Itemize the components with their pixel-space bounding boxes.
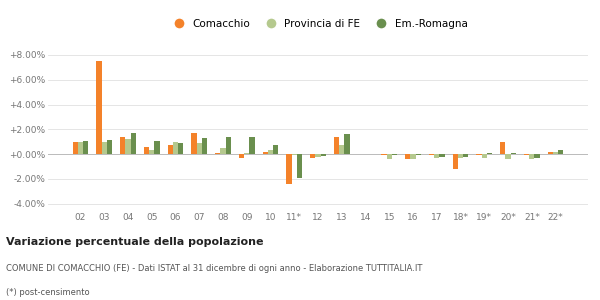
Bar bbox=[482, 154, 487, 158]
Bar bbox=[410, 154, 416, 159]
Bar bbox=[548, 152, 553, 154]
Bar bbox=[339, 146, 344, 154]
Bar bbox=[244, 153, 250, 154]
Bar bbox=[125, 139, 131, 154]
Bar bbox=[500, 142, 505, 154]
Bar bbox=[297, 154, 302, 178]
Bar bbox=[97, 61, 101, 154]
Text: (*) post-censimento: (*) post-censimento bbox=[6, 288, 89, 297]
Bar bbox=[316, 154, 320, 157]
Bar bbox=[197, 143, 202, 154]
Bar bbox=[453, 154, 458, 169]
Bar bbox=[120, 137, 125, 154]
Bar bbox=[429, 154, 434, 155]
Bar bbox=[191, 133, 197, 154]
Bar bbox=[511, 153, 516, 154]
Bar bbox=[101, 142, 107, 154]
Bar bbox=[178, 143, 183, 154]
Bar bbox=[268, 151, 273, 154]
Bar bbox=[173, 142, 178, 154]
Bar bbox=[405, 154, 410, 159]
Bar bbox=[553, 152, 558, 154]
Bar bbox=[292, 154, 297, 155]
Bar bbox=[558, 151, 563, 154]
Bar bbox=[144, 147, 149, 154]
Bar bbox=[434, 154, 439, 158]
Bar bbox=[226, 137, 231, 154]
Bar bbox=[149, 151, 154, 154]
Bar bbox=[416, 154, 421, 155]
Bar bbox=[344, 134, 350, 154]
Bar bbox=[505, 154, 511, 159]
Bar bbox=[73, 142, 78, 154]
Bar bbox=[463, 154, 469, 157]
Bar bbox=[83, 140, 88, 154]
Bar bbox=[382, 154, 386, 155]
Bar bbox=[273, 145, 278, 154]
Bar bbox=[529, 154, 535, 159]
Bar bbox=[107, 140, 112, 154]
Bar bbox=[286, 154, 292, 184]
Bar bbox=[535, 154, 539, 158]
Text: Variazione percentuale della popolazione: Variazione percentuale della popolazione bbox=[6, 237, 263, 247]
Bar bbox=[320, 154, 326, 156]
Bar bbox=[202, 138, 207, 154]
Bar bbox=[476, 154, 482, 155]
Bar bbox=[263, 152, 268, 154]
Bar bbox=[250, 137, 254, 154]
Bar bbox=[392, 154, 397, 155]
Bar bbox=[131, 133, 136, 154]
Bar bbox=[458, 154, 463, 158]
Bar bbox=[220, 148, 226, 154]
Bar bbox=[167, 146, 173, 154]
Bar bbox=[310, 154, 316, 158]
Bar bbox=[215, 153, 220, 154]
Bar bbox=[78, 142, 83, 154]
Bar bbox=[154, 140, 160, 154]
Legend: Comacchio, Provincia di FE, Em.-Romagna: Comacchio, Provincia di FE, Em.-Romagna bbox=[164, 15, 472, 33]
Bar bbox=[334, 137, 339, 154]
Bar bbox=[439, 154, 445, 157]
Bar bbox=[386, 154, 392, 159]
Bar bbox=[524, 154, 529, 155]
Text: COMUNE DI COMACCHIO (FE) - Dati ISTAT al 31 dicembre di ogni anno - Elaborazione: COMUNE DI COMACCHIO (FE) - Dati ISTAT al… bbox=[6, 264, 422, 273]
Bar bbox=[487, 153, 492, 154]
Bar bbox=[239, 154, 244, 158]
